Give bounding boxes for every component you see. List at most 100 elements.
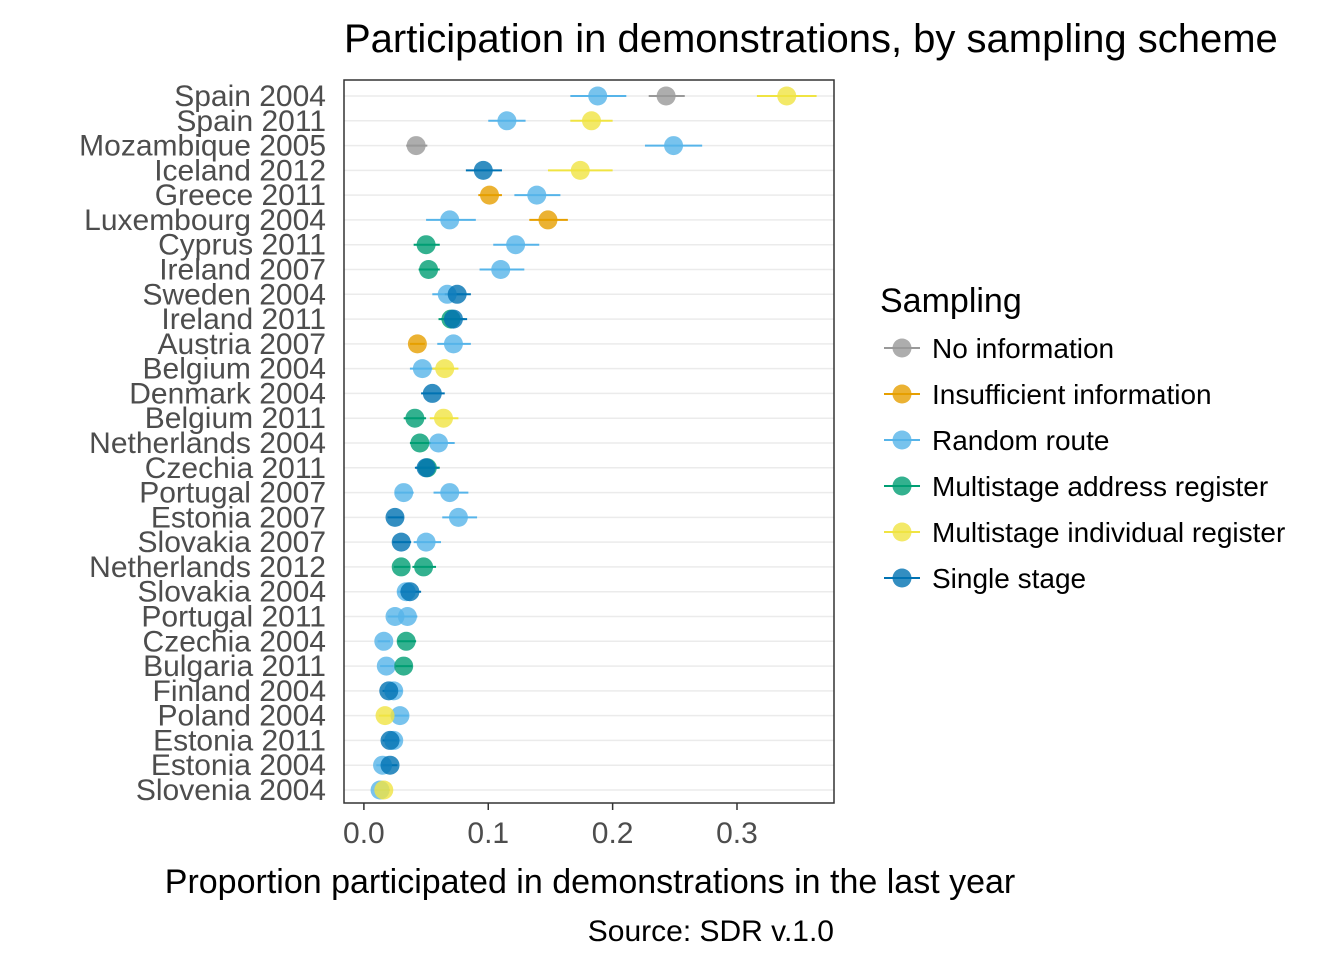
point-insufficient-information	[407, 334, 427, 354]
y-tick-label-cyprus-2011: Cyprus 2011	[158, 229, 326, 262]
y-tick-label-ireland-2007: Ireland 2007	[159, 254, 326, 287]
point-random-route	[440, 210, 460, 230]
legend-item-single-stage: Single stage	[884, 563, 1086, 594]
point-random-route	[491, 260, 511, 279]
y-tick-label-poland-2004: Poland 2004	[158, 700, 327, 733]
point-single-stage	[400, 582, 420, 602]
point-random-route	[443, 334, 463, 354]
legend-key-point	[892, 476, 912, 496]
y-tick-label-luxembourg-2004: Luxembourg 2004	[84, 204, 326, 237]
point-multistage-address-register	[419, 260, 439, 279]
point-random-route	[497, 111, 517, 131]
y-tick-label-spain-2004: Spain 2004	[174, 80, 326, 113]
data-points	[370, 86, 797, 800]
point-random-route	[588, 86, 608, 106]
legend-key-point	[892, 384, 912, 404]
point-random-route	[394, 483, 414, 503]
point-no-information	[656, 86, 676, 106]
legend-item-multistage-address-register: Multistage address register	[884, 471, 1268, 502]
legend-items: No information Insufficient information Ra…	[884, 333, 1285, 594]
point-random-route	[429, 433, 449, 453]
point-single-stage	[380, 730, 400, 750]
legend-label: No information	[932, 333, 1114, 364]
y-tick-label-ireland-2011: Ireland 2011	[161, 303, 326, 336]
point-random-route	[506, 235, 526, 255]
point-multistage-individual-register	[375, 706, 395, 726]
point-multistage-individual-register	[374, 780, 394, 800]
y-tick-label-iceland-2012: Iceland 2012	[154, 154, 326, 187]
y-tick-label-estonia-2011: Estonia 2011	[153, 724, 326, 757]
point-multistage-individual-register	[570, 160, 590, 180]
y-tick-label-slovenia-2004: Slovenia 2004	[136, 774, 326, 807]
y-tick-label-netherlands-2012: Netherlands 2012	[89, 551, 326, 584]
point-multistage-address-register	[414, 557, 434, 577]
point-multistage-individual-register	[777, 86, 797, 106]
legend-label: Insufficient information	[932, 379, 1212, 410]
legend-label: Multistage individual register	[932, 517, 1285, 548]
point-random-route	[376, 656, 396, 676]
point-random-route	[416, 532, 436, 552]
point-random-route	[664, 136, 684, 156]
y-tick-label-czechia-2011: Czechia 2011	[145, 452, 326, 485]
plot-panel-border	[343, 79, 835, 804]
point-multistage-address-register	[410, 433, 430, 453]
point-single-stage	[473, 160, 493, 180]
y-tick-label-czechia-2004: Czechia 2004	[143, 625, 326, 658]
x-tick-label: 0.1	[467, 817, 509, 850]
point-random-route	[390, 706, 410, 726]
point-multistage-address-register	[394, 656, 414, 676]
y-tick-label-greece-2011: Greece 2011	[155, 179, 326, 212]
point-random-route	[412, 359, 432, 379]
legend-key-point	[892, 430, 912, 450]
y-tick-label-estonia-2004: Estonia 2004	[151, 749, 326, 782]
point-single-stage	[447, 284, 467, 304]
chart-title: Participation in demonstrations, by samp…	[344, 17, 1278, 61]
point-single-stage	[422, 383, 442, 403]
x-axis-title: Proportion participated in demonstration…	[165, 863, 1015, 901]
point-random-route	[374, 631, 394, 651]
point-multistage-individual-register	[435, 359, 455, 379]
legend-item-random-route: Random route	[884, 425, 1109, 456]
point-multistage-address-register	[391, 557, 411, 577]
point-single-stage	[443, 309, 463, 329]
point-multistage-individual-register	[433, 408, 453, 428]
legend-key-point	[892, 568, 912, 588]
legend-key-point	[892, 522, 912, 542]
x-tick-label: 0.3	[716, 817, 758, 850]
y-tick-label-belgium-2011: Belgium 2011	[145, 402, 326, 435]
legend-item-no-information: No information	[884, 333, 1114, 364]
y-tick-label-estonia-2007: Estonia 2007	[151, 501, 326, 534]
point-random-route	[397, 607, 417, 626]
legend: Sampling No information Insufficient info…	[880, 282, 1285, 594]
legend-item-multistage-individual-register: Multistage individual register	[884, 517, 1285, 548]
y-tick-label-austria-2007: Austria 2007	[158, 328, 326, 361]
legend-key-point	[892, 338, 912, 358]
y-tick-label-slovakia-2007: Slovakia 2007	[138, 526, 326, 559]
y-tick-label-spain-2011: Spain 2011	[176, 105, 326, 138]
point-multistage-address-register	[405, 408, 425, 428]
x-axis-ticks: 0.0 0.1 0.2 0.3	[343, 803, 758, 850]
point-single-stage	[416, 458, 436, 478]
x-tick-label: 0.0	[343, 817, 385, 850]
point-multistage-address-register	[396, 631, 416, 651]
legend-label: Multistage address register	[932, 471, 1268, 502]
point-multistage-individual-register	[581, 111, 601, 131]
y-tick-label-sweden-2004: Sweden 2004	[143, 278, 327, 311]
point-single-stage	[380, 755, 400, 775]
y-tick-label-portugal-2011: Portugal 2011	[141, 601, 326, 634]
point-random-route	[440, 483, 460, 503]
chart-caption: Source: SDR v.1.0	[588, 915, 834, 948]
point-multistage-address-register	[416, 235, 436, 255]
y-tick-label-mozambique-2005: Mozambique 2005	[79, 130, 326, 163]
legend-item-insufficient-information: Insufficient information	[884, 379, 1212, 410]
legend-title: Sampling	[880, 282, 1022, 320]
point-single-stage	[385, 507, 405, 527]
y-tick-label-finland-2004: Finland 2004	[153, 675, 326, 708]
point-no-information	[406, 136, 426, 156]
point-single-stage	[379, 681, 399, 701]
x-tick-label: 0.2	[592, 817, 634, 850]
legend-label: Single stage	[932, 563, 1086, 594]
y-tick-label-denmark-2004: Denmark 2004	[129, 377, 326, 410]
point-insufficient-information	[480, 185, 500, 205]
